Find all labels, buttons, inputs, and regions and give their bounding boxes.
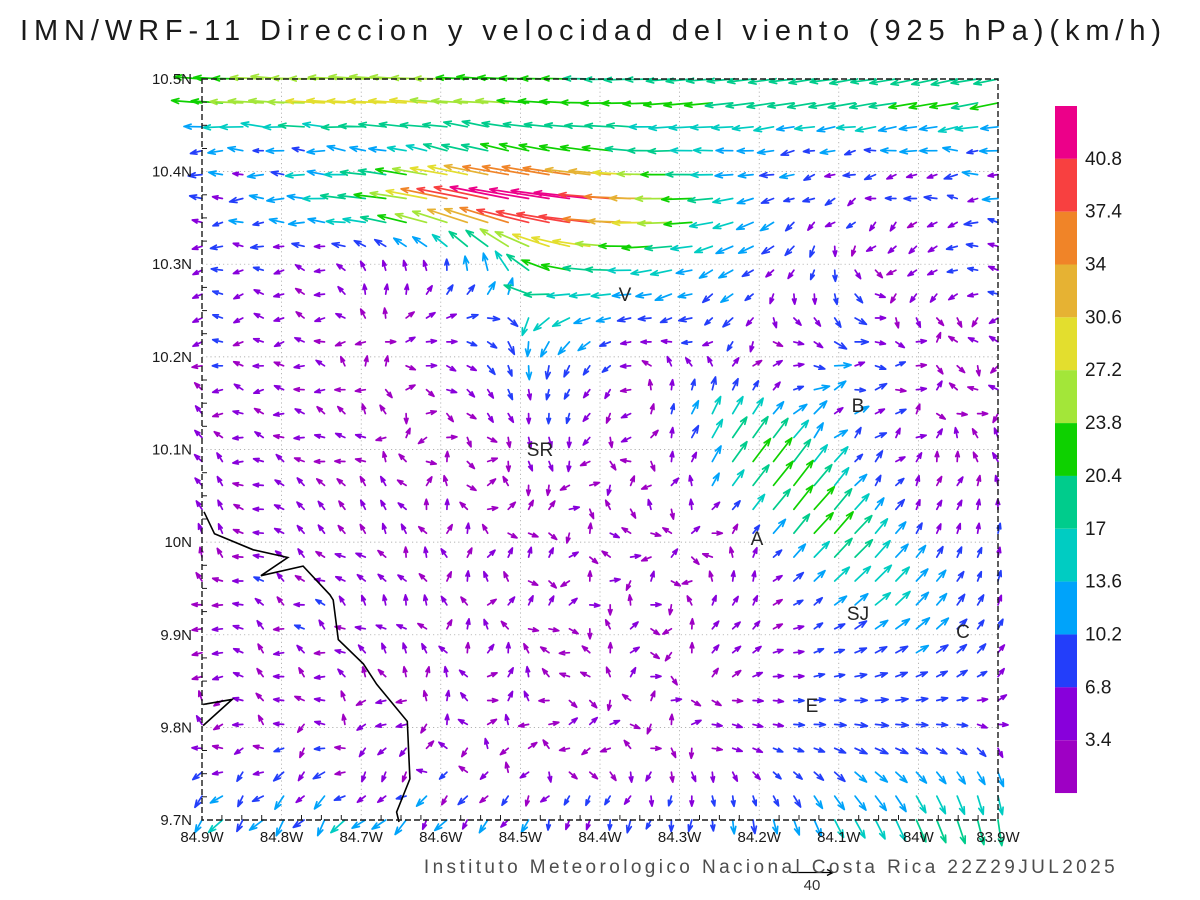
svg-text:84.1W: 84.1W	[817, 829, 861, 846]
svg-text:10.2N: 10.2N	[152, 349, 192, 366]
svg-text:10.3N: 10.3N	[152, 256, 192, 273]
svg-text:10.2: 10.2	[1085, 625, 1122, 646]
svg-text:13.6: 13.6	[1085, 572, 1122, 593]
svg-text:10N: 10N	[164, 534, 192, 551]
svg-text:20.4: 20.4	[1085, 466, 1122, 487]
svg-text:C: C	[956, 622, 970, 643]
svg-text:40.8: 40.8	[1085, 149, 1122, 170]
svg-text:84.9W: 84.9W	[180, 829, 224, 846]
svg-text:27.2: 27.2	[1085, 360, 1122, 381]
svg-text:10.4N: 10.4N	[152, 164, 192, 181]
svg-text:A: A	[751, 529, 764, 550]
svg-text:B: B	[852, 396, 865, 417]
svg-text:84.6W: 84.6W	[419, 829, 463, 846]
svg-text:84.5W: 84.5W	[499, 829, 543, 846]
svg-text:83.9W: 83.9W	[976, 829, 1020, 846]
svg-text:SJ: SJ	[847, 604, 869, 625]
svg-text:37.4: 37.4	[1085, 202, 1122, 223]
svg-text:17: 17	[1085, 519, 1106, 540]
svg-text:84.2W: 84.2W	[738, 829, 782, 846]
svg-text:9.8N: 9.8N	[160, 719, 192, 736]
svg-text:E: E	[806, 696, 819, 717]
svg-text:23.8: 23.8	[1085, 413, 1122, 434]
svg-text:84.3W: 84.3W	[658, 829, 702, 846]
svg-text:34: 34	[1085, 255, 1107, 276]
svg-text:6.8: 6.8	[1085, 677, 1111, 698]
svg-text:10.5N: 10.5N	[152, 71, 192, 88]
svg-text:84.4W: 84.4W	[578, 829, 622, 846]
svg-text:10.1N: 10.1N	[152, 442, 192, 459]
svg-text:84W: 84W	[903, 829, 935, 846]
svg-text:9.7N: 9.7N	[160, 812, 192, 829]
svg-text:84.8W: 84.8W	[260, 829, 304, 846]
svg-text:30.6: 30.6	[1085, 307, 1122, 328]
svg-text:V: V	[619, 285, 632, 306]
svg-text:SR: SR	[527, 440, 553, 461]
svg-text:9.9N: 9.9N	[160, 627, 192, 644]
svg-text:84.7W: 84.7W	[340, 829, 384, 846]
svg-text:3.4: 3.4	[1085, 730, 1112, 751]
